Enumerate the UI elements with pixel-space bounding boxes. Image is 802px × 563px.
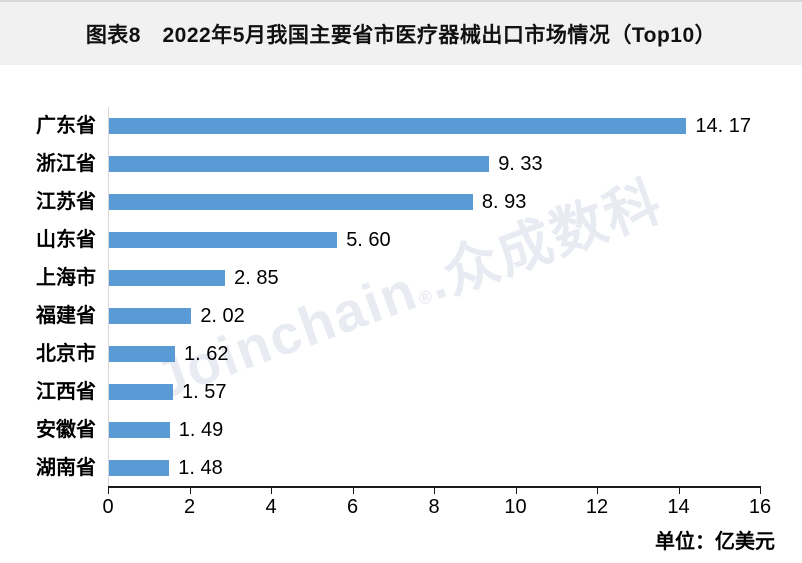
category-label: 山东省	[36, 229, 96, 251]
x-tick-label: 6	[346, 496, 359, 518]
category-label: 广东省	[36, 115, 96, 137]
x-tick	[434, 487, 435, 494]
category-label: 福建省	[36, 305, 96, 327]
x-tick-label: 8	[428, 496, 440, 518]
x-tick	[678, 487, 680, 494]
category-label: 江苏省	[36, 191, 96, 213]
unit-label: 单位：亿美元	[655, 531, 775, 553]
value-label: 2. 02	[200, 305, 245, 327]
bar	[109, 194, 473, 210]
bar	[109, 118, 687, 134]
x-tick-label: 16	[748, 496, 772, 518]
x-tick	[760, 487, 761, 494]
bar	[109, 460, 170, 476]
x-tick	[352, 487, 354, 494]
category-label: 湖南省	[36, 457, 96, 479]
bar	[109, 156, 490, 172]
category-label: 江西省	[36, 381, 96, 403]
header-band: 图表8 2022年5月我国主要省市医疗器械出口市场情况（Top10）	[0, 2, 802, 65]
x-tick	[515, 487, 517, 494]
bar	[109, 422, 170, 438]
category-label: 上海市	[36, 267, 96, 289]
bar	[109, 232, 338, 248]
category-label: 浙江省	[36, 153, 96, 175]
value-label: 2. 85	[234, 267, 279, 289]
x-tick-label: 12	[585, 496, 609, 518]
x-tick	[597, 487, 598, 494]
chart-title: 图表8 2022年5月我国主要省市医疗器械出口市场情况（Top10）	[85, 23, 717, 47]
x-tick-label: 0	[102, 496, 114, 518]
top-border-line	[0, 0, 802, 2]
value-label: 1. 62	[184, 343, 229, 365]
bar	[109, 384, 173, 400]
value-label: 9. 33	[498, 153, 543, 175]
x-tick-label: 2	[183, 496, 196, 518]
x-tick	[189, 487, 191, 494]
bar	[109, 346, 175, 362]
x-tick-label: 14	[667, 496, 690, 518]
value-label: 5. 60	[346, 229, 391, 251]
category-label: 安徽省	[36, 419, 96, 441]
value-axis-line	[108, 486, 761, 488]
x-tick	[271, 487, 272, 494]
x-tick-label: 10	[504, 496, 527, 518]
x-tick-label: 4	[265, 496, 277, 518]
category-label: 北京市	[36, 343, 96, 365]
value-label: 1. 49	[178, 419, 224, 441]
bar	[109, 270, 226, 286]
value-label: 14. 17	[695, 115, 752, 137]
value-label: 1. 48	[178, 457, 223, 479]
bar	[109, 308, 192, 324]
value-label: 1. 57	[181, 381, 227, 403]
category-axis-line	[108, 107, 109, 487]
value-label: 8. 93	[481, 191, 527, 213]
x-tick	[108, 487, 109, 494]
